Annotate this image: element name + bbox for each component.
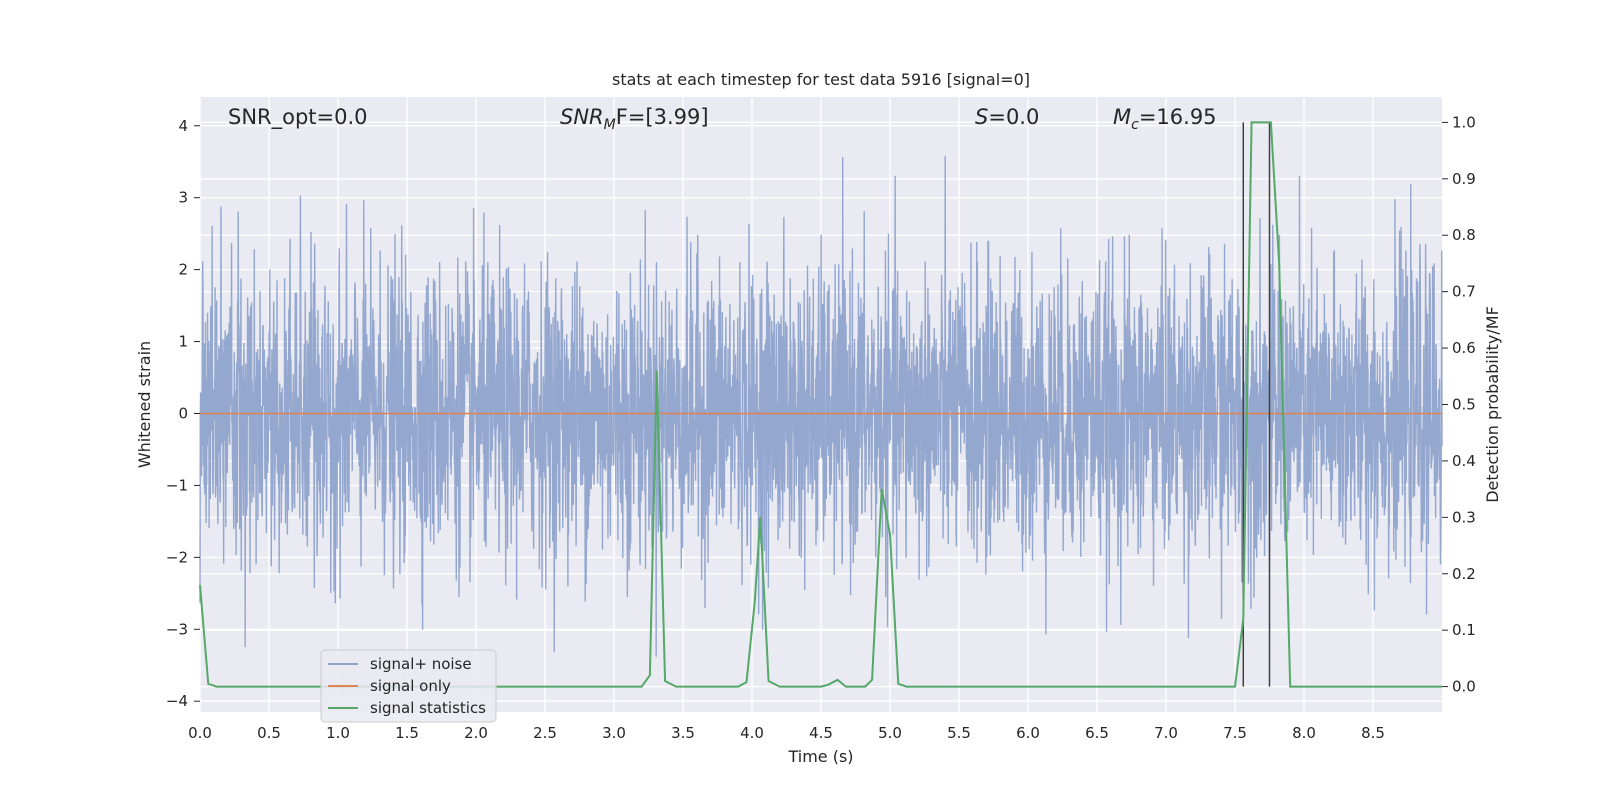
annotation-s-main: S <box>975 105 988 129</box>
x-tick-label: 7.5 <box>1223 724 1247 742</box>
y-left-tick-label: −2 <box>166 548 188 566</box>
legend-entry-signal-noise: signal+ noise <box>370 655 472 673</box>
y-left-tick-label: 3 <box>178 189 188 207</box>
annotation-mc: Mc=16.95 <box>1113 105 1217 133</box>
y-right-tick-label: 0.3 <box>1452 508 1476 526</box>
y-right-tick-label: 0.5 <box>1452 396 1476 414</box>
signal-statistics-line <box>199 121 1442 688</box>
x-tick-label: 0.5 <box>257 724 281 742</box>
y-right-tick-label: 0.8 <box>1452 226 1476 244</box>
legend-entry-signal-statistics: signal statistics <box>370 699 486 717</box>
annotation-mc-rest: =16.95 <box>1139 105 1217 129</box>
y-right-tick-label: 0.2 <box>1452 565 1476 583</box>
x-tick-label: 4.0 <box>740 724 764 742</box>
series-signal-noise <box>199 155 1443 657</box>
x-tick-label: 7.0 <box>1154 724 1178 742</box>
legend-entry-signal-only: signal only <box>370 677 451 695</box>
annotation-s-rest: =0.0 <box>988 105 1039 129</box>
legend: signal+ noise signal only signal statist… <box>320 649 497 723</box>
x-tick-label: 0.0 <box>188 724 212 742</box>
y-axis-label-left: Whitened strain <box>135 341 154 468</box>
x-tick-label: 2.0 <box>464 724 488 742</box>
y-left-tick-label: −4 <box>166 692 188 710</box>
x-tick-label: 5.5 <box>947 724 971 742</box>
signal-noise-line <box>199 155 1443 657</box>
x-tick-label: 8.0 <box>1292 724 1316 742</box>
y-left-tick-label: 1 <box>178 333 188 351</box>
y-left-tick-label: 0 <box>178 404 188 422</box>
y-right-tick-label: 0.1 <box>1452 621 1476 639</box>
x-tick-label: 1.0 <box>326 724 350 742</box>
chart-title: stats at each timestep for test data 591… <box>612 70 1030 89</box>
x-tick-label: 6.5 <box>1085 724 1109 742</box>
x-tick-label: 1.5 <box>395 724 419 742</box>
y-right-tick-label: 0.4 <box>1452 452 1476 470</box>
x-axis-label: Time (s) <box>787 747 853 766</box>
x-tick-label: 6.0 <box>1016 724 1040 742</box>
annotation-mc-sub: c <box>1131 117 1139 133</box>
annotation-snr-mf-main: SNR <box>560 105 604 129</box>
annotation-snr-opt: SNR_opt=0.0 <box>228 105 368 130</box>
y-left-tick-label: −3 <box>166 620 188 638</box>
annotation-s: S=0.0 <box>975 105 1039 129</box>
x-tick-label: 8.5 <box>1361 724 1385 742</box>
series-signal-statistics <box>199 121 1442 688</box>
y-left-tick-label: 4 <box>178 117 188 135</box>
x-tick-label: 4.5 <box>809 724 833 742</box>
axes: 0.0 0.5 1.0 1.5 2.0 2.5 3.0 3.5 4.0 4.5 5.0 5.5 6.0 6… <box>166 113 1476 742</box>
y-right-tick-label: 1.0 <box>1452 113 1476 131</box>
annotation-snr-mf-sub: M <box>604 117 616 133</box>
y-left-tick-label: −1 <box>166 476 188 494</box>
x-tick-label: 3.5 <box>671 724 695 742</box>
y-right-tick-label: 0.7 <box>1452 283 1476 301</box>
y-axis-label-right: Detection probability/MF <box>1483 306 1502 503</box>
y-right-tick-label: 0.0 <box>1452 678 1476 696</box>
x-tick-label: 3.0 <box>602 724 626 742</box>
annotation-mc-main: M <box>1113 105 1131 129</box>
y-left-tick-label: 2 <box>178 261 188 279</box>
y-right-tick-label: 0.6 <box>1452 339 1476 357</box>
annotation-snr-mf: SNRMF=[3.99] <box>560 105 709 133</box>
x-tick-label: 2.5 <box>533 724 557 742</box>
x-tick-label: 5.0 <box>878 724 902 742</box>
y-right-tick-label: 0.9 <box>1452 170 1476 188</box>
annotation-snr-mf-rest: F=[3.99] <box>616 105 709 129</box>
legend-box <box>320 649 497 723</box>
